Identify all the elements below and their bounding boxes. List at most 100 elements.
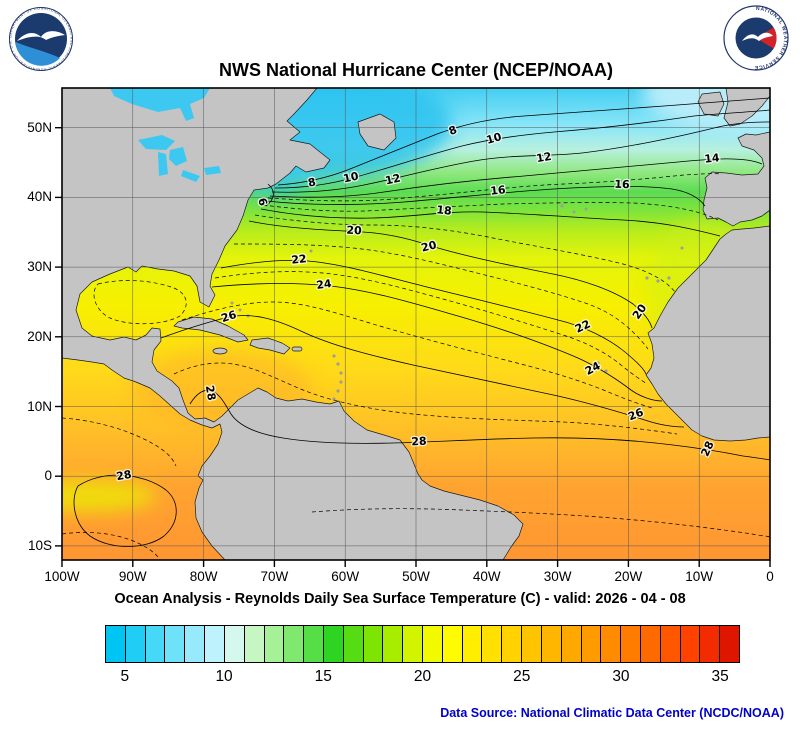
isotherm-14c <box>269 158 763 198</box>
isotherm-12c <box>271 121 770 193</box>
island-cuba <box>173 316 249 343</box>
x-axis-label: 90W <box>118 569 147 584</box>
y-axis-label: 30N <box>27 259 52 275</box>
noaa-gull-icon <box>17 31 65 41</box>
colorbar-cell <box>264 626 285 662</box>
colorbar-tick-label: 20 <box>413 668 432 685</box>
contour-label: 16 <box>614 178 630 192</box>
great-lakes <box>138 135 221 182</box>
land-americas <box>62 88 524 560</box>
colorbar-cell <box>244 626 265 662</box>
page-title: NWS National Hurricane Center (NCEP/NOAA… <box>218 60 614 80</box>
land-britain <box>723 88 770 127</box>
contour-label: 12 <box>384 172 402 188</box>
contour-label: 26 <box>220 308 239 325</box>
isotherm-28c <box>189 389 770 461</box>
land-europe <box>702 131 770 227</box>
y-axis-label: 10N <box>27 398 52 414</box>
colorbar-cell <box>423 626 443 662</box>
colorbar-tick-label: 10 <box>215 668 233 685</box>
land-africa <box>645 225 770 442</box>
contour-label: 20 <box>346 224 362 238</box>
colorbar-cell <box>621 626 641 662</box>
map-frame <box>61 87 771 561</box>
x-axis-label: 60W <box>331 569 360 584</box>
colorbar-cell <box>640 626 661 662</box>
colorbar-cell <box>185 626 206 662</box>
nws-logo: NATIONAL WEATHER SERVICE <box>723 5 789 71</box>
colorbar-cell <box>660 626 681 662</box>
hudson-bay <box>110 88 210 121</box>
colorbar-cell <box>284 626 305 662</box>
contour-label: 28 <box>203 384 218 401</box>
colorbar-tick-label: 30 <box>612 668 630 685</box>
y-axis-label: 40N <box>27 189 52 205</box>
sst-map: 6 8 10 12 8 10 12 14 16 16 18 20 20 20 22 22 24 24 26 26 28 2… <box>54 80 778 568</box>
colorbar-cell <box>522 626 542 662</box>
y-axis-label: 0 <box>44 468 52 484</box>
isotherm-10c <box>274 109 770 189</box>
y-axis-label: 50N <box>27 119 52 135</box>
colorbar-cell <box>165 626 186 662</box>
colorbar-cell <box>125 626 146 662</box>
island-jamaica <box>212 347 228 355</box>
colorbar <box>105 625 740 663</box>
x-axis-label: 80W <box>189 569 218 584</box>
contour-label: 24 <box>315 277 332 292</box>
x-axis-label: 100W <box>44 569 80 584</box>
colorbar-cell <box>561 626 582 662</box>
contour-label: 20 <box>420 238 438 254</box>
contour-label: 10 <box>485 130 504 147</box>
contour-label: 22 <box>291 252 308 267</box>
contour-label: 22 <box>573 317 592 335</box>
island-hispaniola <box>249 337 291 355</box>
landmasses <box>62 88 770 560</box>
contour-label: 28 <box>115 468 132 483</box>
colorbar-cell <box>383 626 404 662</box>
isotherm-16c <box>265 185 706 207</box>
inland-water <box>110 88 221 182</box>
colorbar-cell <box>700 626 721 662</box>
isotherm-26c <box>160 315 685 428</box>
y-axis-label: 20N <box>27 328 52 344</box>
colorbar-cell <box>502 626 523 662</box>
small-islands <box>230 204 684 401</box>
colorbar-cell <box>462 626 483 662</box>
colorbar-cell <box>323 626 344 662</box>
island-puerto-rico <box>291 346 303 352</box>
colorbar-cell <box>680 626 701 662</box>
x-axis-label: 10W <box>685 569 714 584</box>
colorbar-cell <box>304 626 324 662</box>
noaa-logo-sea <box>15 42 60 66</box>
colorbar-cell <box>363 626 384 662</box>
isotherm-24c <box>211 283 663 402</box>
contour-label: 16 <box>490 183 507 198</box>
colorbar-tick-label: 5 <box>120 668 130 685</box>
data-source-note: Data Source: National Climatic Data Cent… <box>440 706 784 720</box>
isotherm-8c <box>277 97 770 186</box>
isotherm-28c-pacific <box>73 474 177 547</box>
colorbar-cell <box>482 626 503 662</box>
colorbar-cell <box>581 626 602 662</box>
contour-label: 18 <box>436 203 453 218</box>
isotherm-contours <box>73 97 770 547</box>
contour-label: 28 <box>411 435 427 449</box>
contour-label: 14 <box>704 151 721 166</box>
colorbar-cell <box>720 626 739 662</box>
colorbar-cell <box>343 626 364 662</box>
noaa-logo: NATIONAL OCEANIC AND ATMOSPHERIC ADMINIS… <box>8 6 73 72</box>
x-axis-label: 20W <box>614 569 643 584</box>
colorbar-cell <box>601 626 622 662</box>
isotherm-6c <box>265 183 274 207</box>
colorbar-cell <box>106 626 126 662</box>
isotherm-contours-dashed <box>62 173 770 560</box>
land-ireland <box>697 91 725 117</box>
colorbar-cell <box>224 626 245 662</box>
contour-label: 12 <box>535 150 552 165</box>
contour-label: 10 <box>342 169 360 185</box>
nws-eagle-icon <box>742 32 773 41</box>
colorbar-cell <box>205 626 225 662</box>
isotherm-18c <box>260 208 721 237</box>
